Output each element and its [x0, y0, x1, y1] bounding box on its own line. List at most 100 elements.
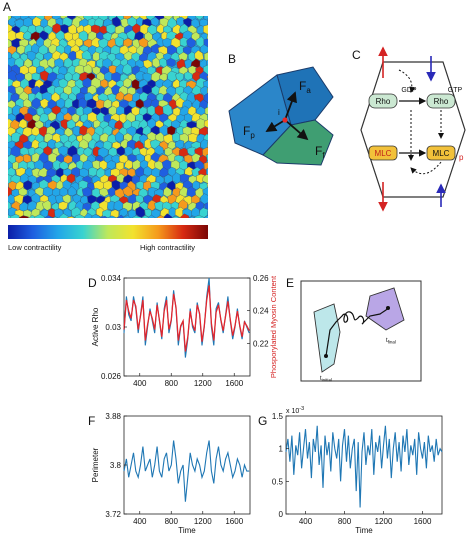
x-tick-label: 400	[133, 379, 147, 388]
cell-mosaic-image	[8, 16, 208, 218]
mosaic-cell	[147, 214, 156, 218]
force-f-label: Ff	[315, 144, 325, 160]
mosaic-cell	[96, 207, 105, 218]
mosaic-cell	[151, 209, 161, 218]
mosaic-cell	[166, 58, 176, 67]
chart-d-rho-myosin: 400 800 1200 1600 0.026 0.03 0.034 0.22 0.24 0.26…	[91, 274, 278, 388]
mosaic-cell	[56, 111, 65, 123]
y2-axis-label: Phosporylated Myosin Content	[269, 275, 278, 378]
mosaic-cell	[188, 216, 196, 218]
x-tick-label: 1600	[225, 379, 243, 388]
gtp-label: GTP	[448, 87, 463, 94]
t-initial-label: tinitial	[320, 376, 332, 382]
mosaic-cell	[19, 106, 30, 116]
mosaic-cell	[58, 213, 69, 218]
force-p-label: Fp	[243, 124, 255, 140]
mosaic-cell	[184, 71, 193, 81]
x-tick-label: 400	[133, 517, 147, 526]
x-tick-label: 1200	[194, 379, 212, 388]
series-line-1	[123, 285, 250, 352]
rho-gtp-box	[426, 93, 456, 109]
phospho-p-label: p	[459, 153, 464, 162]
mosaic-cell	[107, 215, 118, 218]
mlc-left-label: MLC	[375, 149, 392, 158]
mosaic-cell	[74, 37, 84, 48]
y-tick-label: 3.8	[110, 461, 122, 470]
mosaic-cell	[100, 215, 108, 218]
y-exponent-label: x 10-3	[286, 406, 304, 415]
x-tick-label: 1200	[375, 517, 393, 526]
dotted-return-arrow	[410, 161, 442, 175]
y2-tick-label: 0.24	[253, 307, 269, 316]
mosaic-cell	[203, 161, 208, 171]
mosaic-cell	[124, 159, 133, 170]
rho-gdp-label: Rho	[376, 97, 391, 106]
x-axis-label: Time	[355, 526, 373, 534]
mosaic-cell	[203, 119, 208, 128]
mosaic-cell	[206, 59, 208, 67]
contractility-colorbar	[8, 225, 208, 239]
mosaic-cell	[203, 202, 208, 212]
panel-label-a: A	[3, 0, 12, 14]
mosaic-cell	[192, 180, 201, 190]
mosaic-cell	[171, 216, 181, 218]
mosaic-cell	[205, 154, 208, 162]
panel-label-b: B	[228, 52, 237, 66]
colorbar-low-label: Low contractility	[8, 243, 62, 252]
initial-cell-shape	[313, 303, 341, 373]
mosaic-cell	[207, 141, 208, 148]
y-tick-label: 0.5	[272, 477, 284, 486]
mosaic-cell	[114, 131, 124, 143]
mosaic-cell	[203, 24, 208, 36]
mosaic-cell	[66, 118, 76, 129]
mlc-right-label: MLC	[433, 149, 450, 158]
mosaic-cell	[67, 106, 76, 116]
mosaic-cell	[191, 18, 200, 28]
mosaic-cell	[206, 75, 208, 81]
panel-label-f: F	[88, 414, 96, 428]
mlc-left-box	[368, 145, 398, 161]
cell-trajectory-diagram: tinitial tfinal	[300, 280, 422, 382]
mosaic-cell	[47, 111, 57, 122]
force-f-arrow	[284, 119, 309, 141]
mosaic-cell	[162, 104, 173, 116]
mosaic-cell	[206, 114, 208, 121]
dotted-curve-arrow	[398, 69, 416, 93]
mlc-right-box	[426, 145, 456, 161]
initial-position-dot	[324, 354, 328, 358]
mosaic-cell	[150, 71, 161, 82]
x-axis-label: Time	[178, 526, 196, 534]
final-cell-shape	[365, 287, 405, 331]
y-tick-label: 0.026	[101, 372, 122, 381]
series-line-0	[123, 440, 250, 502]
mosaic-cell	[42, 160, 53, 171]
y-tick-label: 0	[279, 510, 284, 519]
mosaic-cell	[10, 93, 20, 103]
mosaic-cell	[198, 207, 208, 218]
x-tick-label: 400	[299, 517, 313, 526]
vertex-i-label: i	[278, 108, 280, 117]
mosaic-cell	[180, 213, 190, 218]
mosaic-cell	[207, 128, 208, 135]
mosaic-cell	[122, 185, 133, 197]
x-tick-label: 800	[165, 517, 179, 526]
colorbar-high-label: High contractility	[140, 243, 196, 252]
mosaic-cell	[204, 106, 208, 116]
series-line-0	[285, 425, 443, 508]
rho-gdp-box	[368, 93, 398, 109]
y-axis-label: Perimeter	[91, 447, 100, 482]
y2-tick-label: 0.22	[253, 339, 269, 348]
mosaic-cell	[71, 113, 80, 123]
mosaic-cell	[135, 70, 146, 81]
mosaic-cell	[167, 70, 177, 82]
rho-mlc-signaling-diagram: Rho Rho GDP GTP MLC MLC p	[360, 46, 466, 212]
plot-frame	[123, 415, 251, 515]
mosaic-cell	[67, 185, 77, 197]
mosaic-cell	[31, 97, 41, 110]
mosaic-cell	[19, 215, 29, 218]
mosaic-cell	[156, 215, 166, 218]
final-position-dot	[386, 306, 390, 310]
cell-posterior	[228, 74, 292, 156]
y-tick-label: 0.03	[105, 323, 121, 332]
